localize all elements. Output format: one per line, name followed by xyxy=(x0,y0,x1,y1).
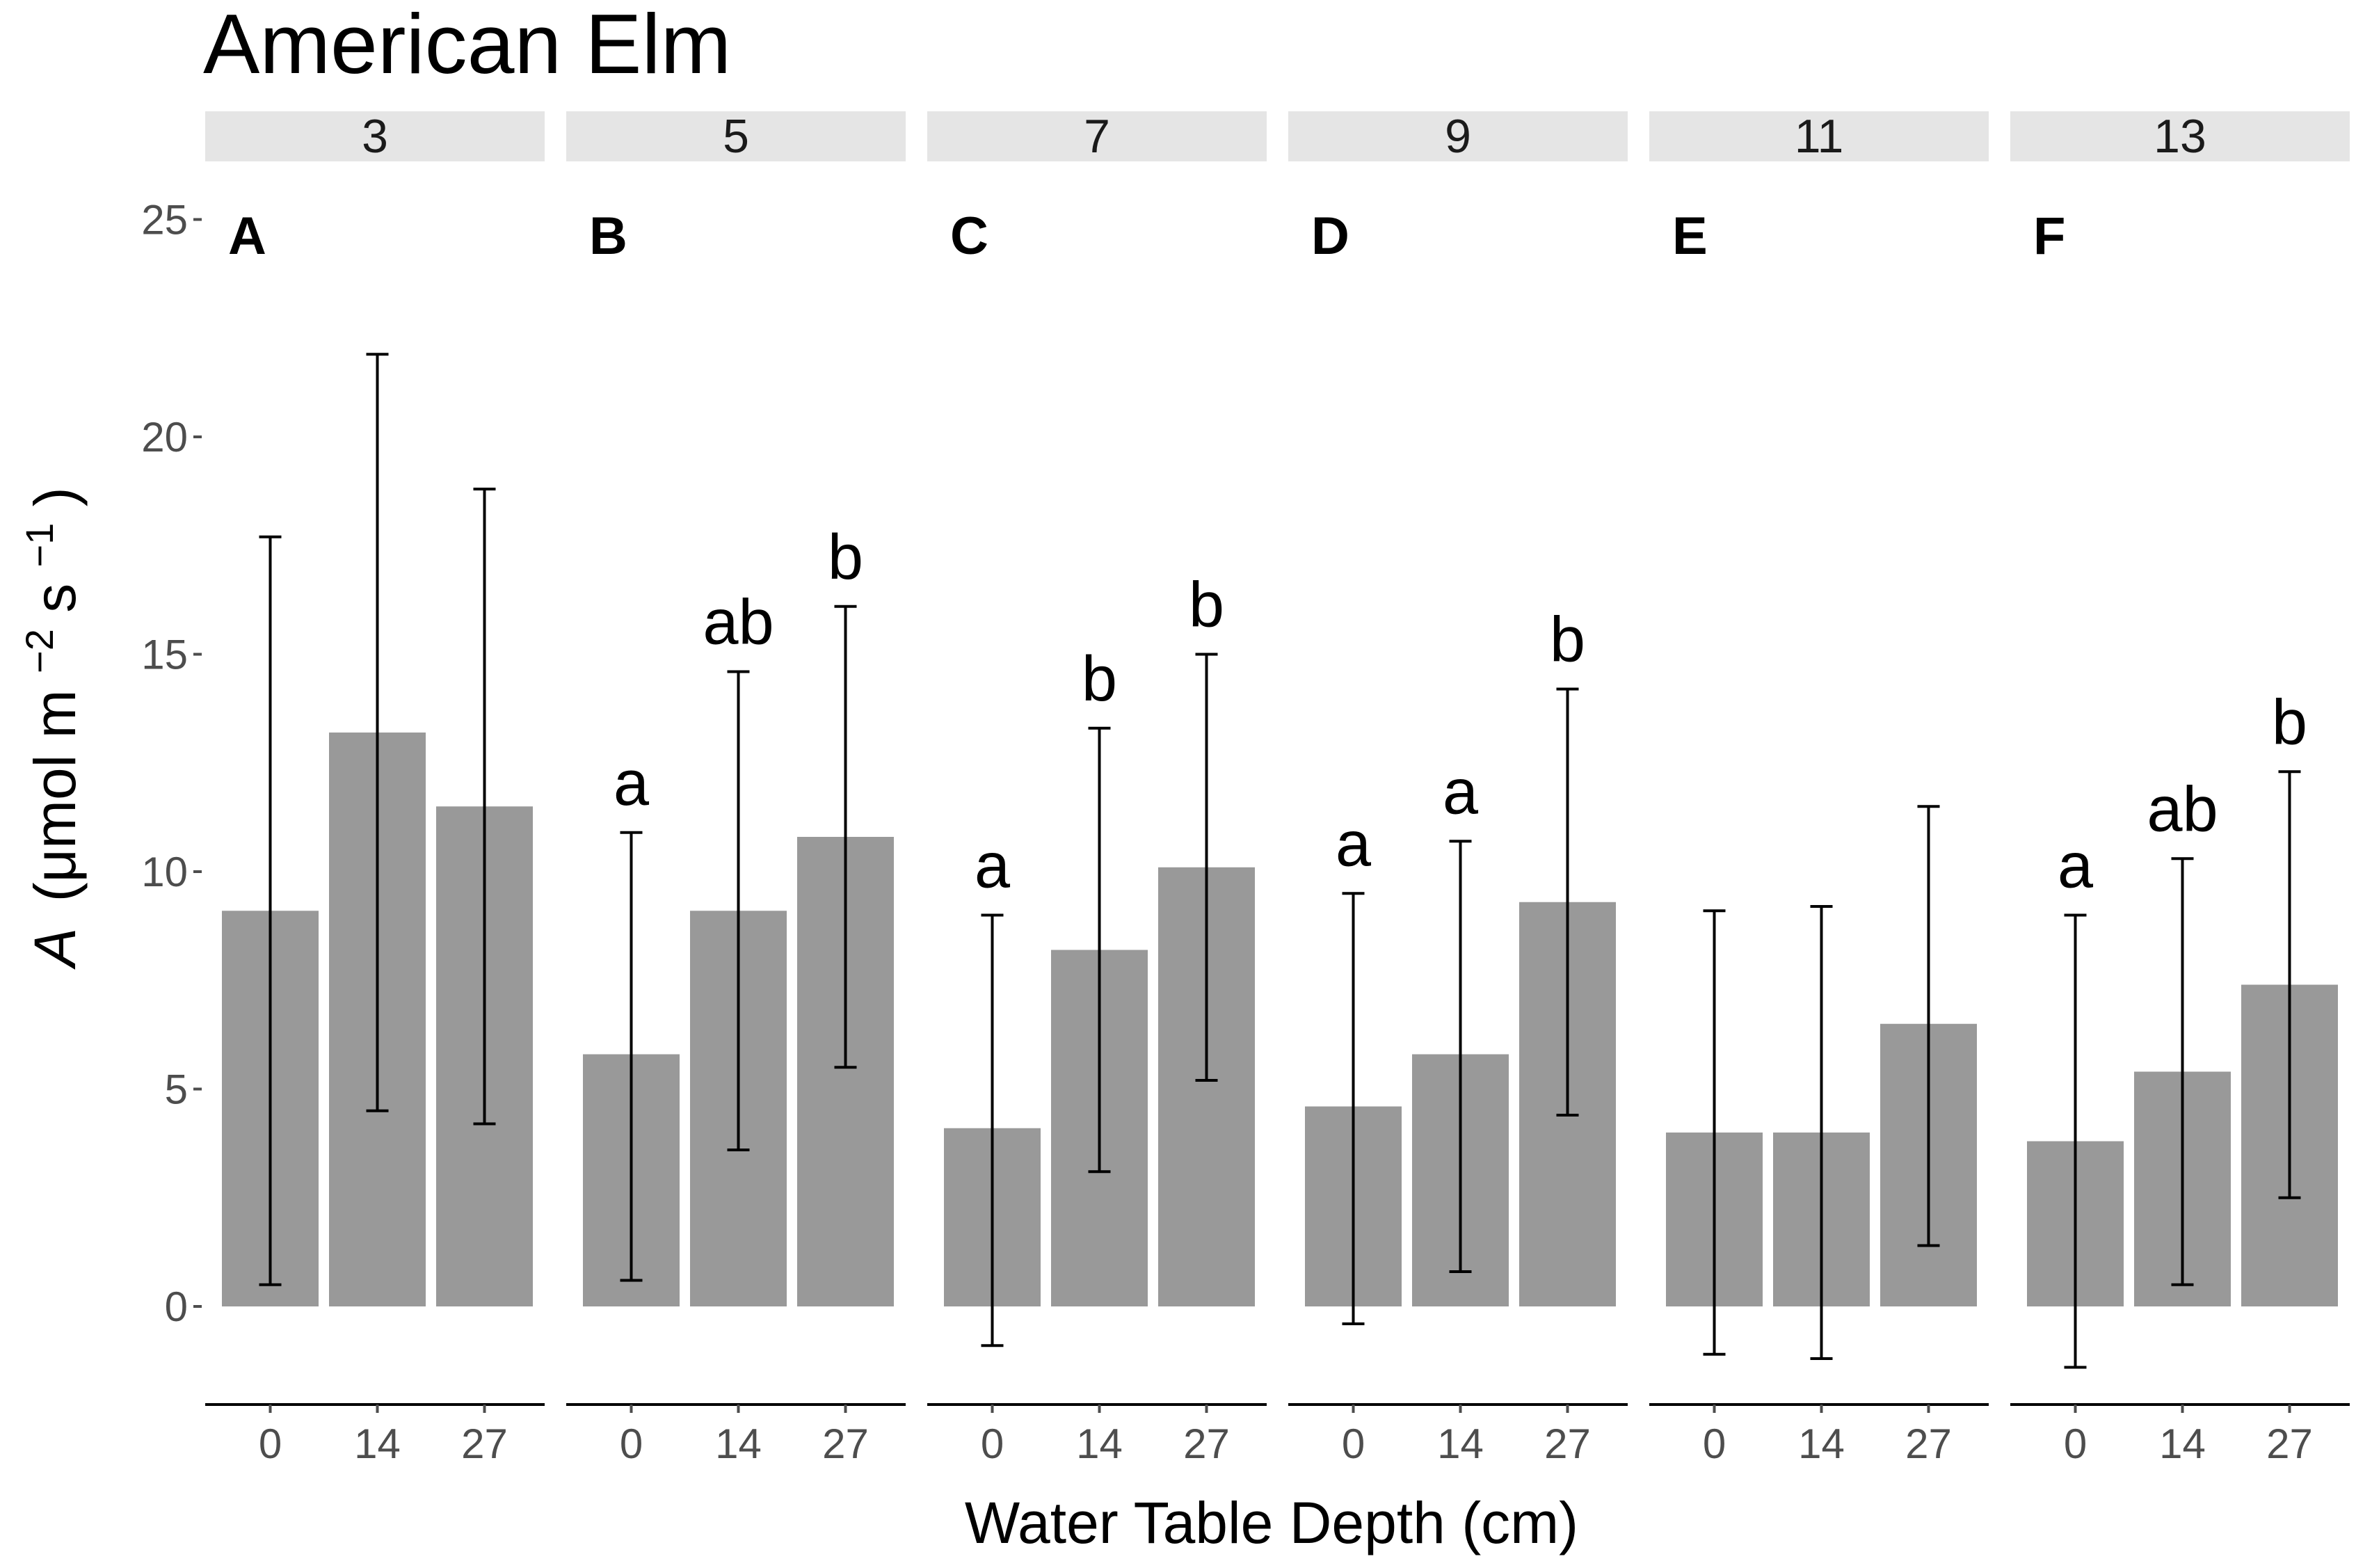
x-tick-label: 14 xyxy=(354,1421,401,1467)
y-tick-label: 0 xyxy=(165,1283,188,1330)
significance-letter: ab xyxy=(703,587,774,658)
significance-letter: a xyxy=(2058,831,2094,902)
x-tick-label: 27 xyxy=(1905,1421,1952,1467)
x-tick-label: 27 xyxy=(822,1421,869,1467)
facet-panel-7: 7 Ca b b 0 14 27 xyxy=(927,110,1267,1467)
x-tick-label: 0 xyxy=(1703,1421,1726,1467)
facet-strip xyxy=(1649,111,1989,161)
panel-letter: A xyxy=(228,207,266,266)
y-axis-title-unit-open: (μmol m xyxy=(22,689,88,902)
facet-panel-3: 3 A 0 14 27 xyxy=(205,110,545,1467)
y-axis-title-unit-mid: s xyxy=(22,584,88,613)
panel-letter: B xyxy=(589,207,627,266)
panel-letter: D xyxy=(1311,207,1349,266)
x-tick-label: 0 xyxy=(1342,1421,1365,1467)
y-axis-title: A (μmol m −2 s −1 ) xyxy=(0,487,88,970)
x-tick-label: 14 xyxy=(1076,1421,1123,1467)
x-tick-label: 14 xyxy=(1437,1421,1484,1467)
facet-strip-label: 7 xyxy=(1084,110,1110,163)
facet-panel-5: 5 Ba abb 0 14 27 xyxy=(566,110,906,1467)
significance-letter: b xyxy=(828,522,863,593)
x-tick-label: 27 xyxy=(2266,1421,2313,1467)
facet-strip xyxy=(205,111,545,161)
panel-letter: E xyxy=(1672,207,1708,266)
x-tick-label: 0 xyxy=(981,1421,1004,1467)
facet-strip xyxy=(1288,111,1628,161)
facet-strip xyxy=(2010,111,2350,161)
y-tick-label: 5 xyxy=(165,1066,188,1113)
y-axis-title-symbol: A xyxy=(22,928,88,970)
chart-title: American Elm xyxy=(203,0,731,91)
facet-strip-label: 11 xyxy=(1795,110,1844,163)
y-axis-title-exp1: −2 xyxy=(17,629,61,673)
panel-letter: C xyxy=(950,207,988,266)
significance-letter: ab xyxy=(2147,774,2218,845)
significance-letter: b xyxy=(1550,605,1585,675)
facet-strip-label: 5 xyxy=(723,110,749,163)
facet-strip xyxy=(566,111,906,161)
facet-strip-label: 13 xyxy=(2154,110,2206,163)
significance-letter: b xyxy=(1189,570,1224,641)
y-tick-label: 20 xyxy=(141,414,188,461)
x-tick-label: 14 xyxy=(715,1421,762,1467)
y-axis-title-exp2: −1 xyxy=(17,523,61,568)
x-tick-label: 27 xyxy=(1544,1421,1591,1467)
x-tick-label: 0 xyxy=(620,1421,643,1467)
significance-letter: a xyxy=(975,831,1011,902)
facet-panel-11: 11 E 0 14 27 xyxy=(1649,110,1989,1467)
significance-letter: b xyxy=(2272,687,2307,758)
facet-strip-label: 9 xyxy=(1445,110,1471,163)
x-tick-label: 14 xyxy=(1798,1421,1845,1467)
y-axis: 0 5 10 15 20 25 xyxy=(141,197,202,1330)
x-tick-label: 0 xyxy=(259,1421,282,1467)
panel-letter: F xyxy=(2033,207,2065,266)
significance-letter: a xyxy=(614,748,650,819)
significance-letter: b xyxy=(1082,643,1117,714)
facet-strip-label: 3 xyxy=(362,110,388,163)
x-axis-title: Water Table Depth (cm) xyxy=(965,1490,1578,1555)
x-tick-label: 27 xyxy=(461,1421,508,1467)
x-tick-label: 27 xyxy=(1183,1421,1230,1467)
x-tick-label: 14 xyxy=(2159,1421,2206,1467)
y-tick-label: 15 xyxy=(141,632,188,678)
y-tick-label: 10 xyxy=(141,849,188,895)
significance-letter: a xyxy=(1336,808,1372,879)
significance-letter: a xyxy=(1443,756,1479,827)
y-axis-title-unit-close: ) xyxy=(22,487,88,506)
facet-panel-9: 9 Daa b 0 14 27 xyxy=(1288,110,1628,1467)
facet-strip xyxy=(927,111,1267,161)
x-tick-label: 0 xyxy=(2064,1421,2087,1467)
y-tick-label: 25 xyxy=(141,197,188,243)
